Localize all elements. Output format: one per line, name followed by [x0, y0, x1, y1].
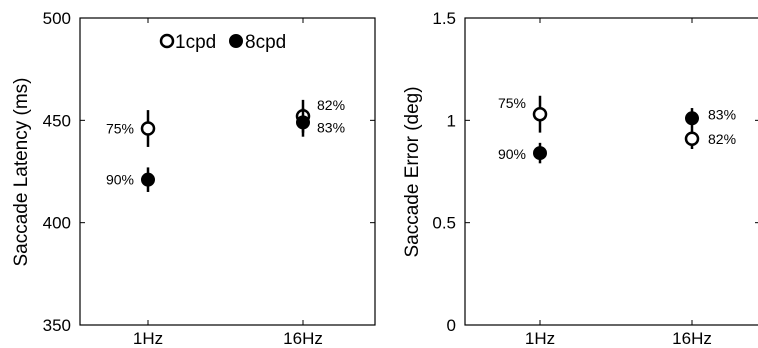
error-marks: 0 0.5 1 1.5 1Hz 16Hz 75% 82% 90% 83%: [432, 9, 758, 348]
latency-y-tick-label: 400: [43, 214, 71, 233]
latency-panel: Saccade Latency (ms) 350 400 450 500 1Hz 16Hz…: [11, 9, 376, 348]
latency-y-tick-label: 450: [43, 111, 71, 130]
error-y-tick-label: 0: [447, 316, 456, 335]
latency-marks: 350 400 450 500 1Hz 16Hz 75% 82% 90% 83%: [43, 9, 375, 348]
error-y-tick-label: 1.5: [432, 9, 456, 28]
latency-point-label-8cpd-16Hz: 83%: [317, 119, 345, 135]
error-point-8cpd-16Hz: [685, 111, 699, 126]
legend-marker-8cpd: [229, 34, 243, 48]
latency-point-label-1cpd-16Hz: 82%: [317, 97, 345, 113]
error-x-tick-label: 1Hz: [525, 329, 555, 348]
error-y-axis-label: Saccade Error (deg): [402, 86, 423, 257]
error-panel: Saccade Error (deg) 0 0.5 1 1.5 1Hz 16Hz 75% 82…: [402, 9, 758, 348]
error-point-label-1cpd-16Hz: 82%: [708, 131, 736, 147]
error-y-tick-label: 0.5: [432, 214, 456, 233]
error-point-1cpd-1Hz: [532, 106, 548, 122]
error-y-tick-label: 1: [447, 111, 456, 130]
error-point-label-8cpd-1Hz: 90%: [498, 146, 526, 162]
latency-plot-frame: [79, 17, 376, 326]
latency-y-tick-label: 350: [43, 316, 71, 335]
latency-y-axis-label: Saccade Latency (ms): [11, 77, 32, 266]
error-point-label-8cpd-16Hz: 83%: [708, 106, 736, 122]
latency-point-label-8cpd-1Hz: 90%: [106, 172, 134, 188]
latency-point-1cpd-1Hz: [140, 121, 156, 136]
error-point-8cpd-1Hz: [533, 146, 547, 161]
legend: 1cpd 8cpd: [159, 32, 286, 53]
latency-x-tick-label: 1Hz: [133, 329, 163, 348]
error-point-1cpd-16Hz: [684, 131, 700, 147]
latency-x-tick-label: 16Hz: [283, 329, 323, 348]
error-plot-frame: [464, 17, 758, 326]
error-x-tick-label: 16Hz: [672, 329, 712, 348]
error-point-label-1cpd-1Hz: 75%: [498, 95, 526, 111]
legend-label-8cpd: 8cpd: [245, 32, 286, 53]
latency-y-tick-label: 500: [43, 9, 71, 28]
latency-point-8cpd-1Hz: [141, 172, 155, 187]
legend-marker-1cpd: [159, 33, 175, 49]
latency-point-8cpd-16Hz: [296, 115, 310, 130]
legend-label-1cpd: 1cpd: [175, 32, 216, 53]
latency-point-label-1cpd-1Hz: 75%: [106, 121, 134, 137]
